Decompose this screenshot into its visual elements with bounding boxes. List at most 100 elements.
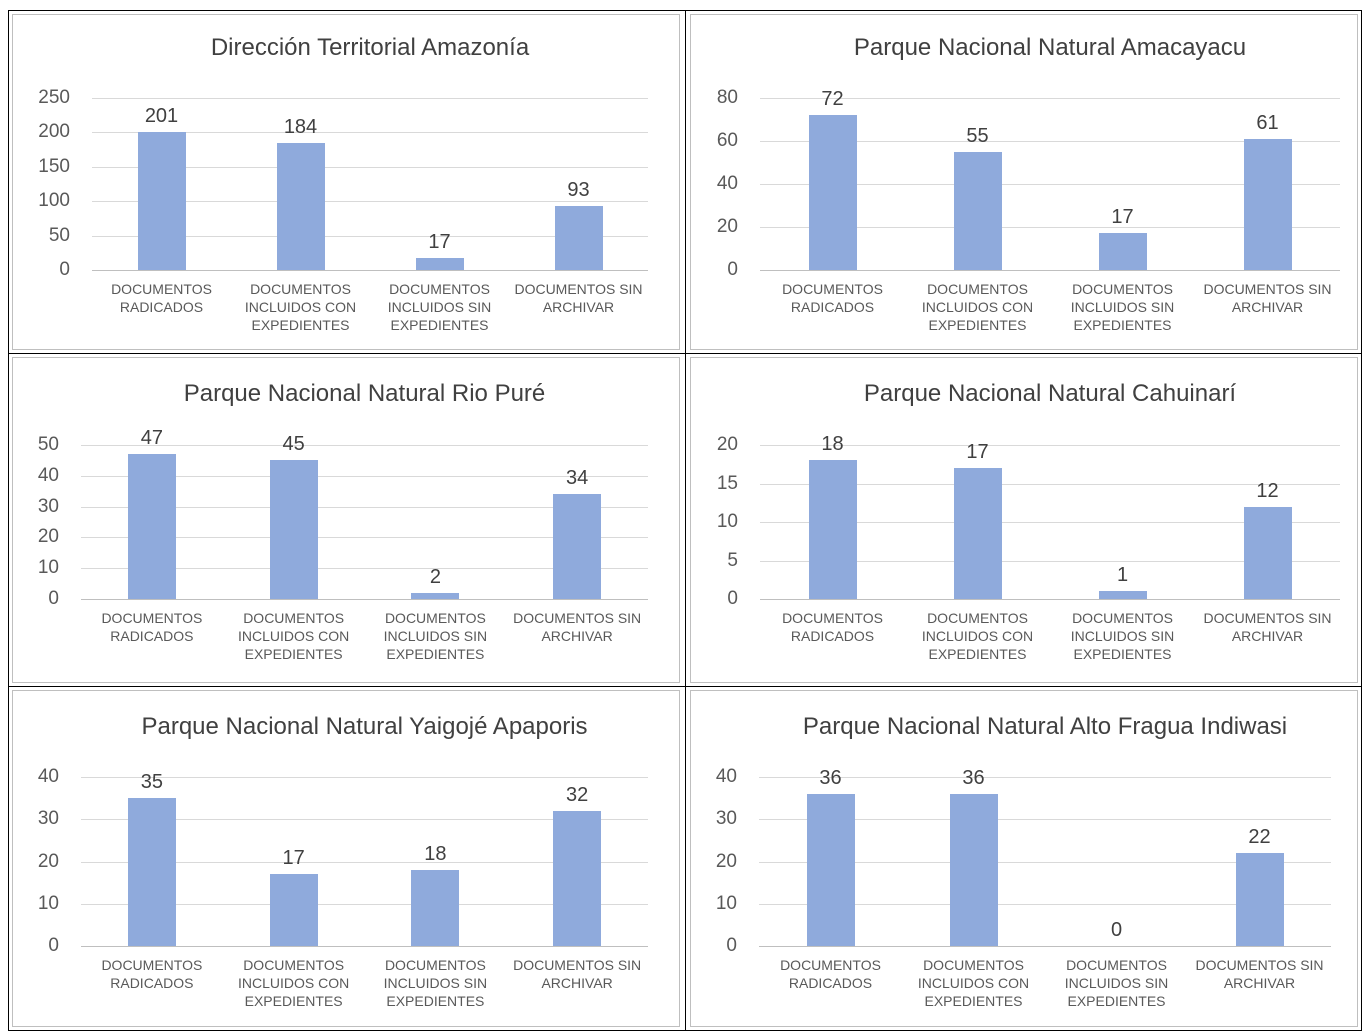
grid-line: [92, 98, 648, 99]
y-tick-label: 20: [37, 850, 59, 872]
y-tick-label: 10: [716, 511, 738, 532]
value-label: 32: [566, 783, 589, 806]
bar: [553, 810, 602, 946]
y-tick-label: 20: [715, 850, 737, 872]
grid-line: [760, 227, 1340, 228]
y-tick-label: 40: [37, 766, 59, 787]
grid-line: [81, 568, 648, 570]
y-tick-label: 0: [48, 588, 59, 609]
bar: [953, 151, 1002, 270]
grid-line: [92, 166, 648, 168]
y-tick-label: 20: [716, 216, 738, 237]
y-tick-label: 30: [715, 808, 737, 830]
y-tick-label: 150: [38, 155, 70, 177]
bar: [411, 869, 460, 946]
y-tick-label: 5: [727, 549, 738, 571]
grid-line: [760, 599, 1340, 600]
chart-title: Parque Nacional Natural Cahuinarí: [863, 380, 1237, 407]
value-label: 61: [1256, 111, 1279, 134]
value-label: 184: [283, 116, 318, 139]
y-tick-label: 0: [727, 259, 738, 280]
chart-panel: [12, 357, 680, 683]
x-tick-label: DOCUMENTOS SIN ARCHIVAR: [513, 610, 642, 644]
y-tick-label: 40: [37, 464, 59, 486]
value-label: 93: [567, 179, 590, 202]
grid-line: [759, 819, 1331, 821]
x-tick-label: DOCUMENTOS INCLUIDOS CON EXPEDIENTES: [921, 281, 1034, 333]
bar: [1235, 853, 1284, 946]
value-label: 36: [819, 766, 842, 789]
value-label: 36: [962, 766, 985, 789]
bar: [276, 143, 325, 270]
y-tick-label: 80: [716, 87, 738, 108]
value-label: 18: [821, 433, 844, 456]
chart-title: Parque Nacional Natural Yaigojé Apaporis: [141, 713, 588, 740]
y-tick-label: 10: [715, 892, 737, 914]
y-tick-label: 40: [716, 173, 738, 194]
grid-line: [92, 270, 648, 271]
grid-line: [92, 201, 648, 203]
bar: [137, 131, 186, 270]
bar: [269, 874, 318, 946]
bar: [127, 798, 176, 946]
grid-line: [81, 506, 648, 508]
y-tick-label: 0: [726, 935, 737, 956]
x-tick-label: DOCUMENTOS INCLUIDOS CON EXPEDIENTES: [921, 610, 1034, 662]
y-tick-label: 0: [59, 259, 70, 280]
x-tick-label: DOCUMENTOS RADICADOS: [782, 610, 883, 644]
chart-title: Parque Nacional Natural Rio Puré: [183, 380, 546, 407]
value-label: 201: [144, 104, 179, 127]
bar: [1243, 138, 1292, 270]
bar: [411, 592, 460, 599]
value-label: 72: [821, 88, 844, 111]
x-tick-label: DOCUMENTOS RADICADOS: [782, 281, 883, 315]
x-tick-label: DOCUMENTOS INCLUIDOS SIN EXPEDIENTES: [383, 610, 488, 662]
bar: [415, 258, 464, 270]
value-label: 17: [1111, 206, 1134, 229]
value-label: 12: [1256, 479, 1279, 502]
grid-line: [760, 522, 1340, 523]
y-tick-label: 20: [716, 434, 738, 455]
x-tick-label: DOCUMENTOS INCLUIDOS SIN EXPEDIENTES: [387, 281, 492, 333]
value-label: 35: [140, 771, 163, 794]
grid-line: [760, 270, 1340, 271]
y-tick-label: 30: [37, 808, 59, 830]
chart-panel: [690, 14, 1358, 350]
bar: [554, 206, 603, 270]
x-tick-label: DOCUMENTOS RADICADOS: [780, 957, 881, 991]
x-tick-label: DOCUMENTOS INCLUIDOS CON EXPEDIENTES: [244, 281, 357, 333]
bar: [553, 494, 602, 599]
x-tick-label: DOCUMENTOS SIN ARCHIVAR: [1195, 957, 1324, 991]
y-tick-label: 0: [48, 935, 59, 956]
grid-line: [81, 537, 648, 539]
y-tick-label: 10: [37, 892, 59, 914]
grid-line: [81, 903, 648, 905]
grid-line: [81, 819, 648, 821]
grid-line: [760, 483, 1340, 485]
grid-line: [760, 184, 1340, 185]
value-label: 0: [1110, 919, 1123, 941]
y-tick-label: 30: [37, 495, 59, 517]
grid-line: [81, 475, 648, 477]
x-tick-label: DOCUMENTOS RADICADOS: [101, 957, 203, 991]
grid-line: [759, 903, 1331, 905]
y-tick-label: 100: [38, 190, 70, 212]
x-tick-label: DOCUMENTOS INCLUIDOS CON EXPEDIENTES: [238, 957, 350, 1009]
grid-line: [81, 599, 648, 600]
value-label: 55: [966, 124, 989, 147]
bar: [808, 460, 857, 599]
chart-panel: [690, 357, 1358, 683]
grid-line: [760, 141, 1340, 142]
chart-title: Dirección Territorial Amazonía: [210, 34, 530, 61]
grid-line: [92, 235, 648, 237]
grid-line: [760, 445, 1340, 446]
x-tick-label: DOCUMENTOS SIN ARCHIVAR: [1203, 281, 1332, 315]
chart-title: Parque Nacional Natural Alto Fragua Indi…: [802, 713, 1288, 740]
x-tick-label: DOCUMENTOS INCLUIDOS CON EXPEDIENTES: [917, 957, 1030, 1009]
x-tick-label: DOCUMENTOS INCLUIDOS SIN EXPEDIENTES: [383, 957, 488, 1009]
grid-line: [759, 946, 1331, 947]
y-tick-label: 200: [38, 121, 70, 143]
x-tick-label: DOCUMENTOS SIN ARCHIVAR: [513, 957, 642, 991]
y-tick-label: 15: [716, 472, 738, 494]
